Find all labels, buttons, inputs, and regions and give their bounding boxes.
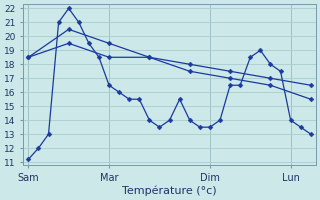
X-axis label: Température (°c): Température (°c) <box>122 185 217 196</box>
